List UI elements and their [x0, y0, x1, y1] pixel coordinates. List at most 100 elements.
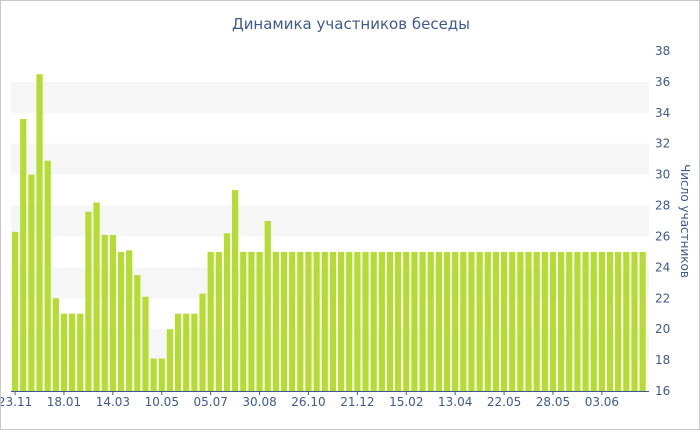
- y-tick-label: 18: [655, 353, 670, 367]
- bar: [419, 251, 426, 391]
- bar: [150, 358, 157, 391]
- x-tick-label: 05.07: [193, 395, 227, 409]
- bar: [329, 251, 337, 391]
- bar: [264, 221, 271, 391]
- y-tick-label: 22: [655, 291, 670, 305]
- y-tick-label: 28: [655, 199, 670, 213]
- bar-series: [11, 74, 646, 392]
- bar: [541, 251, 548, 391]
- y-tick-label: 32: [655, 137, 670, 151]
- bar: [533, 251, 540, 391]
- x-tick-label: 18.01: [47, 395, 81, 409]
- y-tick-label: 16: [655, 384, 670, 398]
- bar: [443, 251, 451, 391]
- bar: [590, 251, 597, 391]
- bar: [248, 251, 255, 391]
- bar: [77, 313, 84, 391]
- bar: [476, 251, 483, 391]
- bar: [484, 251, 491, 391]
- grid-band: [11, 143, 649, 175]
- bar: [631, 251, 638, 391]
- bar: [492, 251, 500, 391]
- bar: [28, 174, 35, 391]
- y-axis-label: Число участников: [678, 164, 692, 278]
- bar: [427, 251, 434, 391]
- bar: [52, 298, 59, 391]
- bar: [232, 190, 239, 391]
- bar: [207, 251, 214, 391]
- bar: [240, 251, 247, 391]
- bar: [223, 233, 231, 391]
- bar: [500, 251, 508, 391]
- bar: [183, 313, 190, 391]
- bar: [20, 119, 27, 391]
- bar: [215, 251, 222, 391]
- chart-title: Динамика участников беседы: [232, 15, 470, 33]
- bar: [623, 251, 630, 391]
- bar: [60, 313, 68, 391]
- bar: [272, 251, 279, 391]
- bar: [256, 251, 263, 391]
- bar: [85, 211, 92, 391]
- bar: [346, 251, 353, 391]
- bar: [101, 234, 108, 391]
- bar: [411, 251, 418, 391]
- bar: [199, 293, 206, 391]
- bar: [191, 313, 198, 391]
- y-tick-label: 20: [655, 322, 670, 336]
- bar: [452, 251, 459, 391]
- y-tick-label: 30: [655, 168, 670, 182]
- bar: [598, 251, 605, 391]
- bar: [468, 251, 475, 391]
- bar: [582, 251, 589, 391]
- x-tick-label: 21.12: [340, 395, 374, 409]
- bar: [378, 251, 385, 391]
- bar: [558, 251, 565, 391]
- bar: [11, 231, 19, 391]
- x-tick-label: 10.05: [145, 395, 179, 409]
- bar: [525, 251, 532, 391]
- bar: [395, 251, 402, 391]
- bar: [109, 234, 116, 391]
- x-tick-label: 13.04: [438, 395, 472, 409]
- bar: [158, 358, 165, 391]
- bar: [517, 251, 524, 391]
- x-tick-label: 15.02: [389, 395, 423, 409]
- y-tick-label: 26: [655, 229, 670, 243]
- bar: [142, 296, 149, 391]
- x-tick-label: 26.10: [291, 395, 325, 409]
- grid-band: [11, 81, 649, 113]
- bar: [337, 251, 345, 391]
- y-axis-ticks: 16 18 20 22 24 26 28 30 32 34 36 38: [655, 44, 670, 398]
- y-tick-label: 34: [655, 106, 670, 120]
- bar: [549, 251, 557, 391]
- bar: [386, 251, 394, 391]
- bar: [69, 313, 76, 391]
- bar: [639, 251, 646, 391]
- x-tick-label: 30.08: [242, 395, 276, 409]
- x-axis-ticks: 23.11 18.01 14.03 10.05 05.07 30.08 26.10 21.12…: [1, 391, 619, 409]
- bar: [321, 251, 328, 391]
- bar: [134, 275, 141, 391]
- bar: [574, 251, 581, 391]
- bar: [403, 251, 410, 391]
- bar: [615, 251, 622, 391]
- bar: [93, 202, 100, 391]
- bar: [354, 251, 361, 391]
- x-tick-label: 14.03: [96, 395, 130, 409]
- grid-band: [11, 205, 649, 237]
- bar: [44, 160, 51, 391]
- bar: [460, 251, 467, 391]
- bar: [117, 251, 125, 391]
- bar: [36, 74, 43, 392]
- x-tick-label: 03.06: [585, 395, 619, 409]
- bar: [566, 251, 573, 391]
- bar: [297, 251, 304, 391]
- bar: [174, 313, 182, 391]
- bar: [166, 329, 174, 391]
- bar: [370, 251, 377, 391]
- bar: [313, 251, 320, 391]
- bar: [126, 250, 133, 391]
- bar: [606, 251, 614, 391]
